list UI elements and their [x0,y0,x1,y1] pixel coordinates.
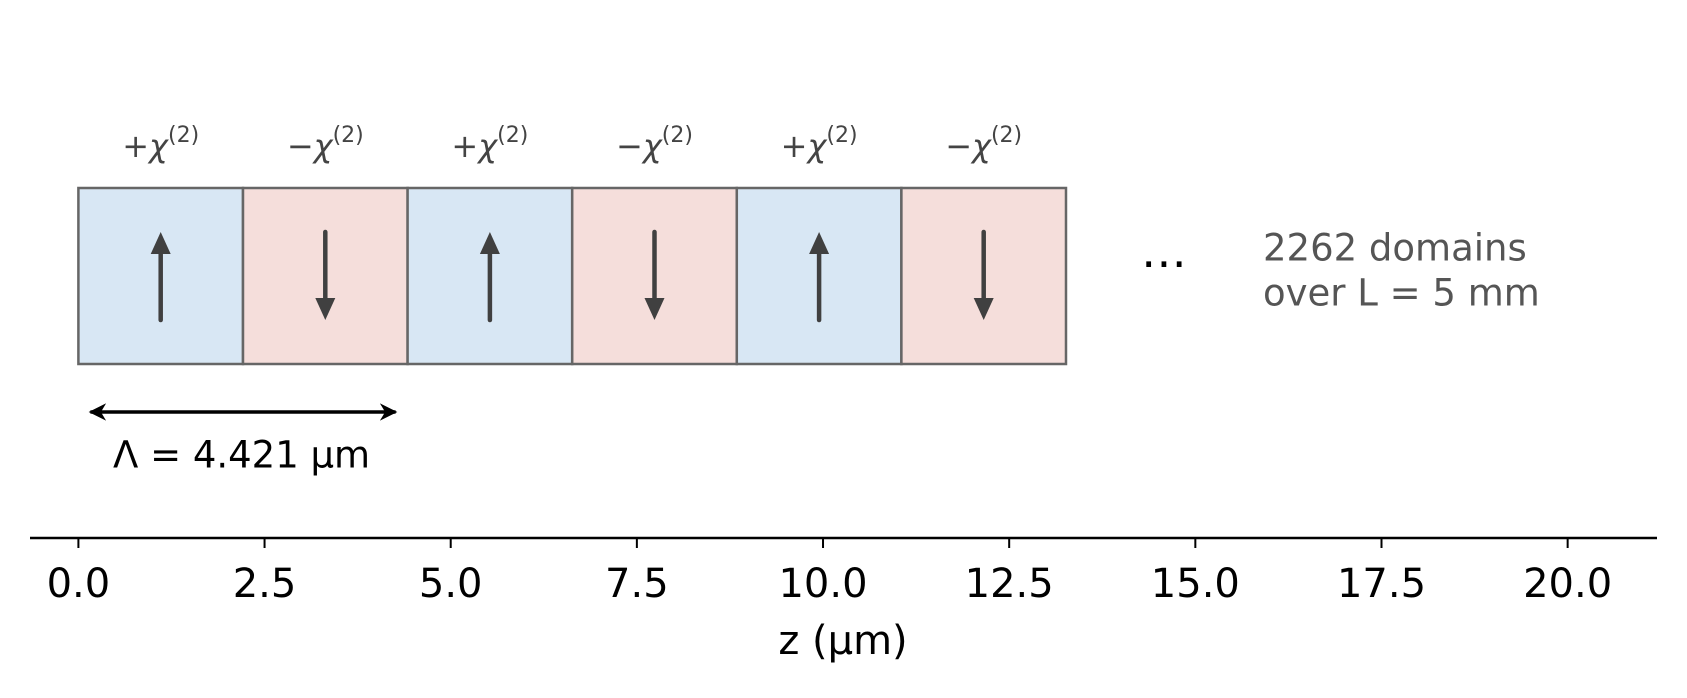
x-tick-label: 15.0 [1151,561,1240,607]
x-tick-label: 0.0 [47,561,111,607]
x-tick-label: 7.5 [605,561,669,607]
period-label: Λ = 4.421 μm [113,434,370,477]
domain-label: +χ(2) [451,123,528,165]
domain-sign: −χ [287,127,334,165]
domain-sign: +χ [781,127,828,165]
x-tick-label: 5.0 [419,561,483,607]
domain-sign: +χ [451,127,498,165]
domain-order: (2) [826,123,857,148]
domain-order: (2) [662,123,693,148]
note-line: over L = 5 mm [1263,272,1540,315]
polarization-head [150,232,171,254]
x-tick-label: 17.5 [1337,561,1426,607]
domain-order: (2) [991,123,1022,148]
domain-sign: −χ [616,127,663,165]
x-axis-label: z (μm) [778,618,907,664]
domain-label: −χ(2) [287,123,364,165]
domain-sign: −χ [945,127,992,165]
domain-label: +χ(2) [781,123,858,165]
polarization-head [973,298,994,320]
x-tick-label: 20.0 [1523,561,1612,607]
polarization-head [479,232,500,254]
x-tick-label: 12.5 [965,561,1054,607]
domain-order: (2) [497,123,528,148]
domain-order: (2) [333,123,364,148]
note-line: 2262 domains [1263,227,1527,270]
polarization-head [315,298,336,320]
domain-label: −χ(2) [616,123,693,165]
domain-label: −χ(2) [945,123,1022,165]
x-tick-label: 2.5 [233,561,297,607]
domain-sign: +χ [122,127,169,165]
polarization-head [809,232,830,254]
polarization-head [644,298,665,320]
x-tick-label: 10.0 [778,561,867,607]
ellipsis: ⋯ [1141,236,1187,290]
domain-order: (2) [168,123,199,148]
domain-label: +χ(2) [122,123,199,165]
